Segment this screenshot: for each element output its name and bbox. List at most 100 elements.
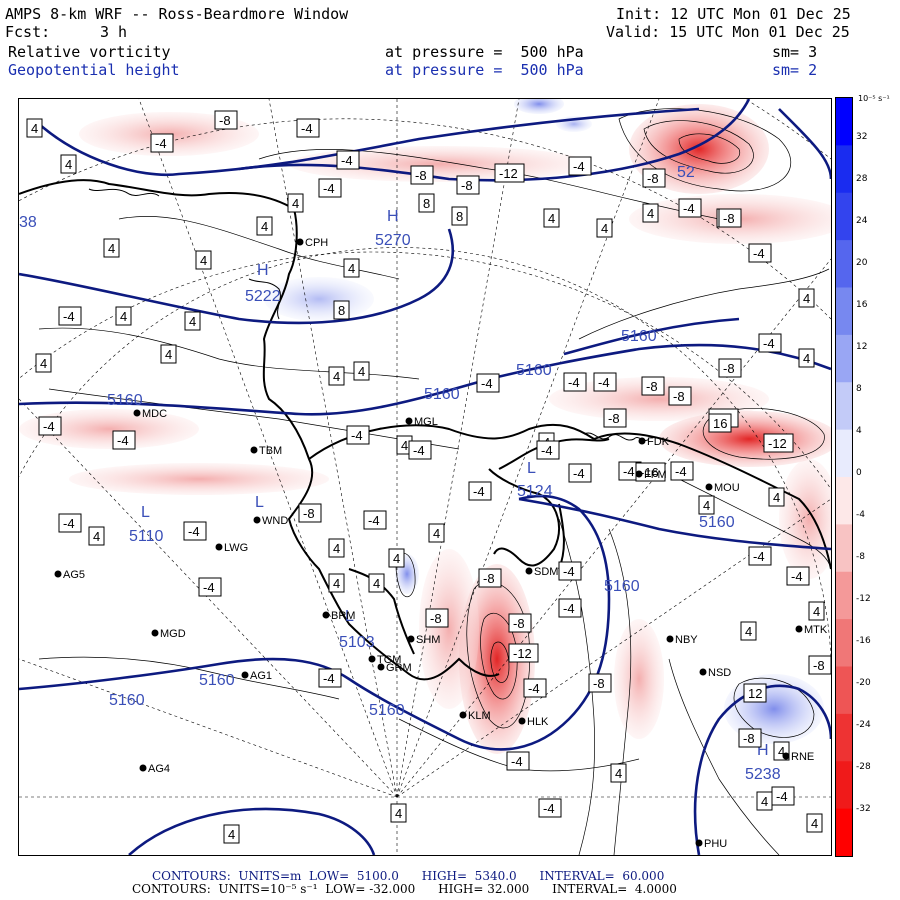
vorticity-value-box: 16	[708, 413, 732, 433]
height-label: 5160	[199, 672, 235, 689]
vorticity-value-box: 4	[740, 621, 757, 641]
high-marker-cph: H	[387, 208, 399, 225]
vort-band-west	[19, 409, 199, 449]
colorbar-swatch	[836, 287, 852, 336]
vorticity-value-box: 4	[195, 250, 212, 270]
station-label: CPH	[305, 237, 328, 249]
station-marker	[322, 611, 330, 619]
station-label: MGD	[160, 628, 186, 640]
station-marker	[782, 752, 790, 760]
vorticity-value: -4	[473, 484, 485, 499]
field2-smoothing: sm= 2	[772, 61, 818, 79]
vorticity-value-box: -4	[771, 786, 795, 806]
vorticity-value: 8	[456, 209, 463, 224]
vorticity-value: -4	[573, 466, 585, 481]
vorticity-value: -4	[341, 153, 353, 168]
height-label: 5160	[516, 362, 552, 379]
vorticity-value: -4	[203, 580, 215, 595]
vorticity-value-box: 4	[103, 238, 120, 258]
vorticity-value-box: 4	[160, 344, 177, 364]
colorbar-tick-label: 32	[856, 132, 868, 142]
vorticity-value: -8	[461, 178, 473, 193]
station-marker	[407, 635, 415, 643]
station-marker	[705, 483, 713, 491]
colorbar-tick-label: -12	[856, 594, 871, 604]
vorticity-value: -8	[743, 731, 755, 746]
vorticity-value: 4	[333, 576, 340, 591]
height-label: 5160	[424, 386, 460, 403]
vorticity-value-box: 4	[596, 218, 613, 238]
colorbar-tick-label: 24	[856, 216, 868, 226]
vorticity-value: 4	[761, 794, 768, 809]
colorbar-tick-label: 0	[856, 468, 862, 478]
vorticity-value-box: 4	[256, 216, 273, 236]
vorticity-value-box: -8	[642, 168, 666, 188]
vorticity-value: -4	[776, 789, 788, 804]
field2-level: at pressure = 500 hPa	[385, 61, 584, 79]
colorbar-tick-label: 12	[856, 342, 868, 352]
colorbar-tick-label: -8	[856, 552, 865, 562]
vorticity-value-box: -12	[763, 433, 794, 453]
height-label: 5160	[699, 514, 735, 531]
vorticity-labels: 44-4-8-4-4-8-8-12-4-8-4-84-8-444488-4444…	[26, 110, 831, 844]
vorticity-value: -4	[43, 419, 55, 434]
vorticity-value-box: 4	[343, 258, 360, 278]
chart-title: AMPS 8-km WRF -- Ross-Beardmore Window	[5, 5, 349, 23]
vorticity-value: 4	[393, 551, 400, 566]
height-contour-info: CONTOURS: UNITS=m LOW= 5100.0 HIGH= 5340…	[152, 869, 665, 883]
vorticity-value: 4	[373, 576, 380, 591]
vorticity-value: -4	[528, 681, 540, 696]
vorticity-value: -8	[483, 571, 495, 586]
colorbar-tick-label: -16	[856, 636, 871, 646]
vorticity-value: 4	[200, 253, 207, 268]
colorbar-tick-label: 28	[856, 174, 868, 184]
vorticity-value-box: -4	[786, 566, 810, 586]
height-label: 5110	[129, 528, 164, 545]
station-marker	[253, 516, 261, 524]
vorticity-value: -4	[301, 121, 313, 136]
station-label: LWG	[224, 542, 248, 554]
colorbar-tick-label: 20	[856, 258, 868, 268]
vorticity-value: 4	[433, 526, 440, 541]
vorticity-value-box: -4	[38, 416, 62, 436]
station-marker	[695, 839, 703, 847]
colorbar-tick-label: 8	[856, 384, 862, 394]
colorbar-tick-label: 4	[856, 426, 862, 436]
station-marker	[54, 570, 62, 578]
vorticity-value-box: -4	[112, 430, 136, 450]
vorticity-value: -12	[768, 436, 787, 451]
vorticity-value-box: -4	[183, 521, 207, 541]
vorticity-value-box: -4	[198, 577, 222, 597]
colorbar-swatch	[836, 382, 852, 431]
vorticity-value-box: -4	[748, 546, 772, 566]
station-label: MDC	[142, 408, 167, 420]
vorticity-value-box: -8	[718, 358, 742, 378]
vorticity-value: -4	[598, 375, 610, 390]
vorticity-value: -4	[683, 201, 695, 216]
vorticity-value: -4	[791, 569, 803, 584]
vorticity-value-box: -8	[214, 110, 238, 130]
station-marker	[151, 629, 159, 637]
vorticity-value: -4	[568, 375, 580, 390]
station-label: PHU	[704, 838, 727, 850]
station-label: WND	[262, 515, 288, 527]
vorticity-value-box: -16	[635, 462, 666, 482]
vorticity-value: -8	[646, 379, 658, 394]
vorticity-value: -8	[608, 411, 620, 426]
colorbar-swatch	[836, 761, 852, 810]
vorticity-value: 4	[261, 219, 268, 234]
vorticity-value: -4	[117, 433, 129, 448]
station-marker	[666, 635, 674, 643]
vorticity-value-box: 4	[26, 118, 43, 138]
station-marker	[139, 764, 147, 772]
vorticity-value-box: 4	[35, 353, 52, 373]
high-marker-west: H	[257, 262, 269, 279]
vorticity-value-box: -4	[593, 372, 617, 392]
forecast-value: 3 h	[100, 23, 128, 41]
height-label: 5238	[745, 766, 781, 783]
vorticity-value: 4	[292, 196, 299, 211]
colorbar-swatch	[836, 666, 852, 715]
vorticity-value-box: -8	[298, 503, 322, 523]
vort-band-east	[614, 619, 664, 739]
station-label: BRM	[331, 610, 355, 622]
